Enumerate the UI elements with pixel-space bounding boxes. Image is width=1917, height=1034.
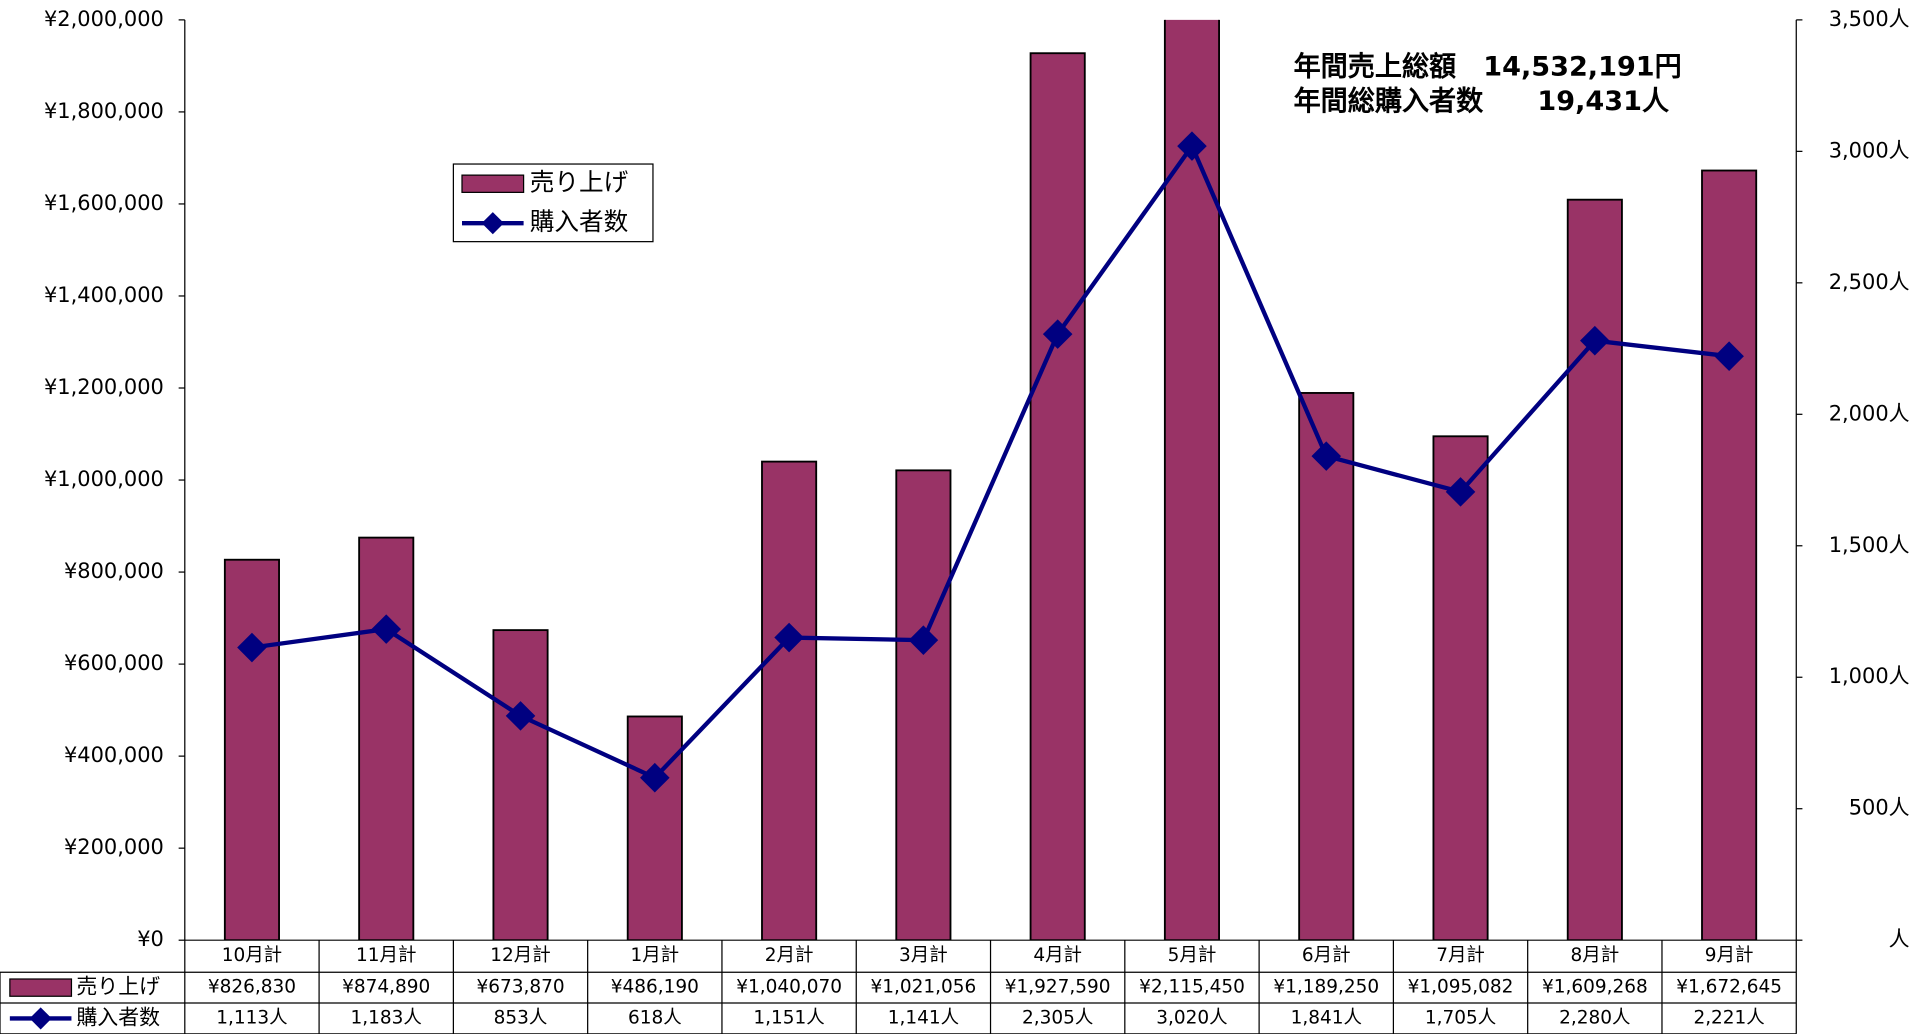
bar	[358, 536, 415, 941]
y2-tick-label: 1,500人	[1829, 533, 1910, 557]
y-tick-label: ¥800,000	[64, 559, 164, 583]
table-cell: ¥486,190	[611, 977, 699, 998]
bar	[895, 469, 952, 941]
y2-tick-label: 1,000人	[1829, 664, 1910, 688]
table-cell: ¥874,890	[342, 977, 430, 998]
data-table: 10月計 ¥826,830 1,113人 11月計 ¥874,890 1,183人 12月計…	[0, 939, 1797, 1034]
table-row-label: 売り上げ	[76, 975, 160, 999]
marker	[1445, 477, 1476, 507]
table-cell: 1,841人	[1291, 1007, 1362, 1028]
table-cell: 618人	[628, 1007, 682, 1028]
x-tick-label: 12月計	[490, 945, 550, 966]
x-tick-label: 3月計	[899, 945, 948, 966]
marker	[1311, 441, 1342, 471]
legend-swatch	[9, 978, 73, 997]
table-cell: ¥1,021,056	[871, 977, 977, 998]
y-tick-label: ¥1,800,000	[44, 99, 164, 123]
x-tick-label: 7月計	[1436, 945, 1485, 966]
y-tick-label: ¥1,600,000	[44, 191, 164, 215]
table-cell: ¥1,609,268	[1542, 977, 1648, 998]
marker	[1042, 319, 1073, 349]
table-cell: 1,141人	[888, 1007, 959, 1028]
table-cell: ¥1,040,070	[736, 977, 842, 998]
y2-tick-label: 2,500人	[1829, 270, 1910, 294]
table-cell: ¥1,927,590	[1005, 977, 1111, 998]
table-cell: 1,705人	[1425, 1007, 1496, 1028]
marker	[1580, 325, 1610, 356]
table-cell: ¥1,189,250	[1273, 977, 1379, 998]
table-cell: 1,113人	[216, 1007, 287, 1028]
table-cell: ¥1,672,645	[1676, 977, 1782, 998]
table-cell: 1,183人	[351, 1007, 422, 1028]
table-cell: ¥673,870	[476, 977, 564, 998]
table-cell: 2,305人	[1022, 1007, 1093, 1028]
x-tick-label: 5月計	[1168, 945, 1217, 966]
bar	[223, 558, 280, 941]
bar	[761, 460, 818, 941]
y-tick-label: ¥600,000	[64, 651, 164, 675]
x-tick-label: 1月計	[630, 945, 679, 966]
marker	[774, 622, 804, 653]
line	[251, 141, 1730, 781]
bar	[626, 715, 683, 941]
table-cell: 3,020人	[1156, 1007, 1227, 1028]
legend-swatch	[461, 174, 525, 193]
y-tick-label: ¥1,200,000	[44, 375, 164, 399]
plot-area	[223, 19, 1758, 941]
table-cell: 853人	[494, 1007, 548, 1028]
x-tick-label: 10月計	[222, 945, 282, 966]
x-tick-label: 11月計	[356, 945, 416, 966]
table-row-label: 購入者数	[76, 1005, 160, 1029]
y2-tick-label: 人	[1889, 927, 1910, 951]
legend-marker	[481, 212, 504, 235]
y-tick-label: ¥0	[137, 927, 164, 951]
x-tick-label: 6月計	[1302, 945, 1351, 966]
marker	[1177, 131, 1207, 161]
table-cell: ¥2,115,450	[1139, 977, 1245, 998]
table-cell: 1,151人	[753, 1007, 824, 1028]
table-cell: ¥826,830	[208, 977, 296, 998]
bar	[1566, 198, 1623, 941]
y2-tick-label: 3,000人	[1829, 138, 1910, 162]
bar	[1701, 169, 1758, 941]
y-tick-label: ¥1,000,000	[44, 467, 164, 491]
bar	[492, 629, 549, 941]
bar	[1432, 435, 1489, 941]
y2-tick-label: 3,500人	[1829, 7, 1910, 31]
y2-tick-label: 500人	[1849, 796, 1910, 820]
bar	[1029, 52, 1086, 941]
bar	[1298, 392, 1355, 941]
legend-label: 購入者数	[530, 207, 629, 236]
x-tick-label: 2月計	[765, 945, 814, 966]
table-cell: 2,280人	[1559, 1007, 1630, 1028]
annotation: 年間売上総額 14,532,191円	[1294, 50, 1682, 82]
x-tick-label: 4月計	[1033, 945, 1082, 966]
y-tick-label: ¥400,000	[64, 743, 164, 767]
marker	[371, 614, 402, 644]
y-tick-label: ¥1,400,000	[44, 283, 164, 307]
marker	[237, 632, 267, 663]
annotation: 年間総購入者数 19,431人	[1294, 85, 1670, 117]
y-tick-label: ¥200,000	[64, 835, 164, 859]
marker	[640, 762, 670, 793]
x-tick-label: 8月計	[1570, 945, 1619, 966]
y-tick-label: ¥2,000,000	[44, 7, 164, 31]
legend-label: 売り上げ	[530, 168, 629, 197]
x-tick-label: 9月計	[1705, 945, 1754, 966]
marker	[1714, 341, 1744, 371]
table-cell: ¥1,095,082	[1408, 977, 1514, 998]
table-cell: 2,221人	[1693, 1007, 1764, 1028]
y2-tick-label: 2,000人	[1829, 401, 1910, 425]
marker	[505, 701, 536, 731]
